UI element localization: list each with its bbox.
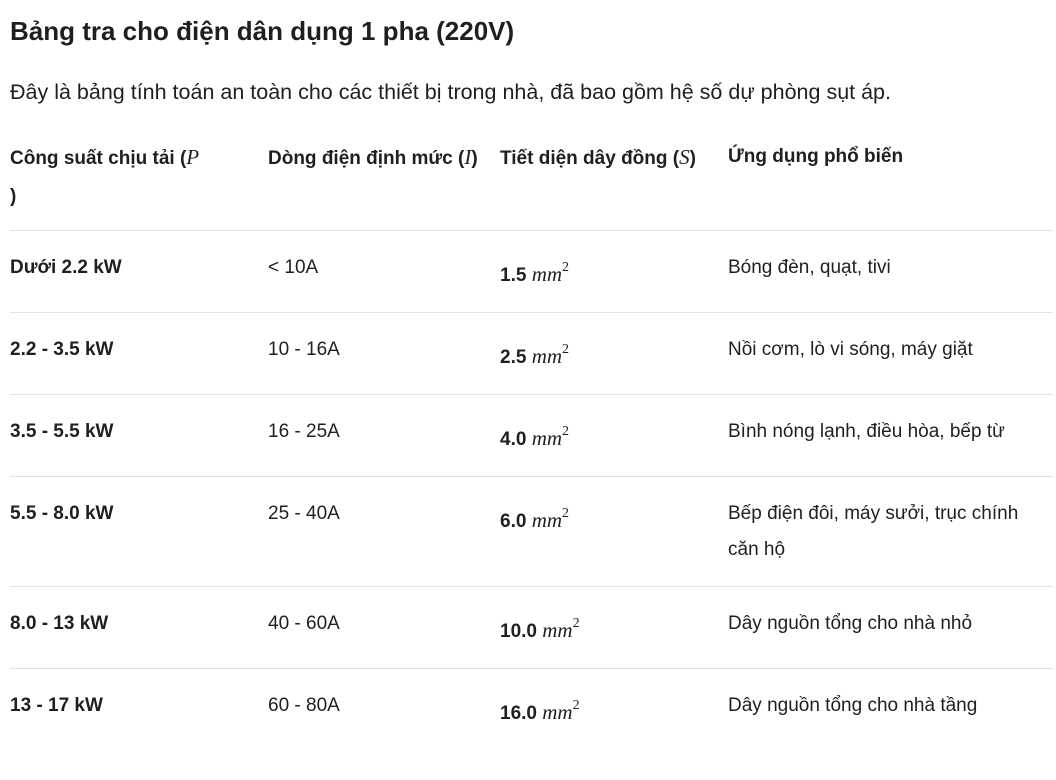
header-text: Dòng điện định mức ( — [268, 148, 465, 169]
page-title: Bảng tra cho điện dân dụng 1 pha (220V) — [10, 16, 515, 46]
cell-usage: Bếp điện đôi, máy sưởi, trục chính căn h… — [728, 476, 1053, 587]
section-value: 2.5 — [500, 347, 527, 368]
math-symbol: S — [679, 145, 690, 169]
section-value: 4.0 — [500, 429, 527, 450]
header-text: Tiết diện dây đồng ( — [500, 148, 680, 169]
cell-usage: Bình nóng lạnh, điều hòa, bếp từ — [728, 394, 1053, 477]
cell-current: 60 - 80A — [268, 695, 340, 716]
cell-power: 2.2 - 3.5 kW — [10, 312, 268, 395]
table-row: 2.2 - 3.5 kW 10 - 16A 2.5 mm2 Nồi cơm, lò v… — [10, 312, 1053, 395]
cell-usage: Dây nguồn tổng cho nhà tầng — [728, 695, 978, 716]
table-row: Dưới 2.2 kW < 10A 1.5 mm2 Bóng đèn, quạt, t… — [10, 230, 1053, 313]
section-value: 16.0 — [500, 703, 537, 724]
header-power: Công suất chịu tải (P) — [10, 138, 268, 231]
math-symbol: P — [186, 145, 200, 169]
header-close: ) — [689, 148, 696, 169]
unit: mm — [542, 618, 573, 642]
table-row: 3.5 - 5.5 kW 16 - 25A 4.0 mm2 Bình nóng lạn… — [10, 394, 1053, 477]
intro-paragraph: Đây là bảng tính toán an toàn cho các th… — [10, 80, 891, 104]
unit-mm2: mm2 — [542, 698, 580, 724]
cell-section: 1.5 mm2 — [500, 230, 728, 313]
cell-power: 8.0 - 13 kW — [10, 586, 268, 669]
unit-exponent: 2 — [562, 506, 570, 521]
cell-current: 40 - 60A — [268, 586, 500, 669]
cell-section: 16.0 mm2 — [500, 669, 728, 751]
unit-exponent: 2 — [562, 342, 570, 357]
cell-section: 6.0 mm2 — [500, 476, 728, 587]
wire-size-table: Công suất chịu tải (P) Dòng điện định mứ… — [10, 138, 1053, 750]
unit-mm2: mm2 — [531, 424, 570, 450]
cell-section: 10.0 mm2 — [500, 586, 728, 669]
cell-current: 10 - 16A — [268, 312, 500, 395]
header-usage: Ứng dụng phổ biến — [728, 138, 1053, 231]
cell-current: 25 - 40A — [268, 476, 500, 587]
cell-power: Dưới 2.2 kW — [10, 230, 268, 313]
unit-mm2: mm2 — [531, 342, 570, 368]
section-value: 1.5 — [500, 265, 527, 286]
unit-exponent: 2 — [572, 698, 580, 713]
header-close: ) — [471, 148, 478, 169]
unit: mm — [542, 700, 573, 724]
cell-section: 4.0 mm2 — [500, 394, 728, 477]
table-row: 5.5 - 8.0 kW 25 - 40A 6.0 mm2 Bếp điện đôi,… — [10, 476, 1053, 587]
unit: mm — [531, 426, 563, 450]
math-symbol: I — [464, 145, 472, 169]
cell-usage: Nồi cơm, lò vi sóng, máy giặt — [728, 312, 1053, 395]
section-value: 10.0 — [500, 621, 537, 642]
section-value: 6.0 — [500, 511, 527, 532]
unit-mm2: mm2 — [531, 260, 570, 286]
cell-usage: Dây nguồn tổng cho nhà nhỏ — [728, 586, 1053, 669]
header-current: Dòng điện định mức (I) — [268, 138, 500, 231]
unit-mm2: mm2 — [531, 506, 570, 532]
header-close: ) — [10, 186, 17, 207]
cell-power: 13 - 17 kW — [10, 695, 103, 716]
unit: mm — [531, 508, 563, 532]
document: Bảng tra cho điện dân dụng 1 pha (220V) … — [10, 16, 1053, 750]
unit-mm2: mm2 — [542, 616, 580, 642]
cell-current: < 10A — [268, 230, 500, 313]
cell-power: 5.5 - 8.0 kW — [10, 476, 268, 587]
cell-section: 2.5 mm2 — [500, 312, 728, 395]
header-section: Tiết diện dây đồng (S) — [500, 138, 728, 231]
unit-exponent: 2 — [562, 424, 570, 439]
table-row: 8.0 - 13 kW 40 - 60A 10.0 mm2 Dây nguồn tổn… — [10, 586, 1053, 669]
cell-usage: Bóng đèn, quạt, tivi — [728, 230, 1053, 313]
table-row: 13 - 17 kW 60 - 80A 16.0 mm2 Dây nguồn tổng… — [10, 669, 1053, 751]
unit-exponent: 2 — [562, 260, 570, 275]
unit: mm — [531, 262, 563, 286]
cell-current: 16 - 25A — [268, 394, 500, 477]
header-text: Công suất chịu tải ( — [10, 148, 187, 169]
unit: mm — [531, 344, 563, 368]
unit-exponent: 2 — [572, 616, 580, 631]
table-header-row: Công suất chịu tải (P) Dòng điện định mứ… — [10, 138, 1053, 231]
cell-power: 3.5 - 5.5 kW — [10, 394, 268, 477]
